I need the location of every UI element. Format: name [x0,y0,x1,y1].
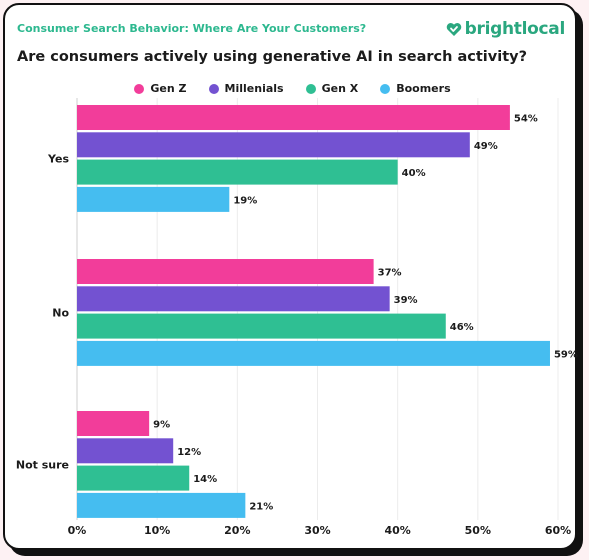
bar [77,159,398,185]
bar [77,286,390,312]
bar-value-label: 40% [402,168,426,179]
bar-value-label: 46% [450,322,474,333]
chart-legend: Gen Z Millenials Gen X Boomers [5,82,580,95]
legend-swatch [305,83,316,94]
heart-icon [446,22,461,36]
bar [77,438,174,464]
bar-value-label: 21% [249,501,273,512]
legend-swatch [134,83,145,94]
bar-value-label: 12% [177,447,201,458]
bar [77,340,550,366]
brightlocal-logo: brightlocal [446,19,565,39]
x-tick-label: 40% [384,524,410,537]
bar-value-label: 19% [233,195,257,206]
bar [77,132,470,158]
x-tick-label: 10% [144,524,170,537]
category-label: Not sure [16,458,69,471]
bar [77,313,446,339]
legend-item: Millenials [208,82,284,95]
bar [77,186,230,212]
chart-subtitle: Consumer Search Behavior: Where Are Your… [17,22,367,35]
bar-value-label: 39% [394,295,418,306]
legend-label: Boomers [396,82,451,95]
chart-title: Are consumers actively using generative … [17,49,527,65]
bar [77,411,150,436]
legend-swatch [208,83,219,94]
x-tick-label: 50% [465,524,491,537]
bar [77,105,510,130]
logo-text: brightlocal [464,19,566,39]
bar [77,259,374,284]
legend-item: Gen X [305,82,359,95]
x-tick-label: 30% [304,524,330,537]
x-tick-label: 20% [224,524,250,537]
bar-value-label: 37% [378,268,402,279]
category-label: Yes [47,152,69,165]
bar-value-label: 9% [153,420,170,431]
legend-label: Millenials [224,82,284,95]
legend-item: Boomers [380,82,451,95]
bar-value-label: 54% [514,114,538,125]
bar-value-label: 14% [193,474,217,485]
bar [77,492,246,518]
x-tick-label: 60% [545,524,571,537]
legend-swatch [380,83,391,94]
legend-item: Gen Z [134,82,187,95]
x-tick-label: 0% [68,524,87,537]
bar [77,465,190,491]
legend-label: Gen X [321,82,359,95]
bar-value-label: 59% [554,349,578,360]
category-label: No [52,306,69,319]
legend-label: Gen Z [150,82,187,95]
bar-value-label: 49% [474,141,498,152]
